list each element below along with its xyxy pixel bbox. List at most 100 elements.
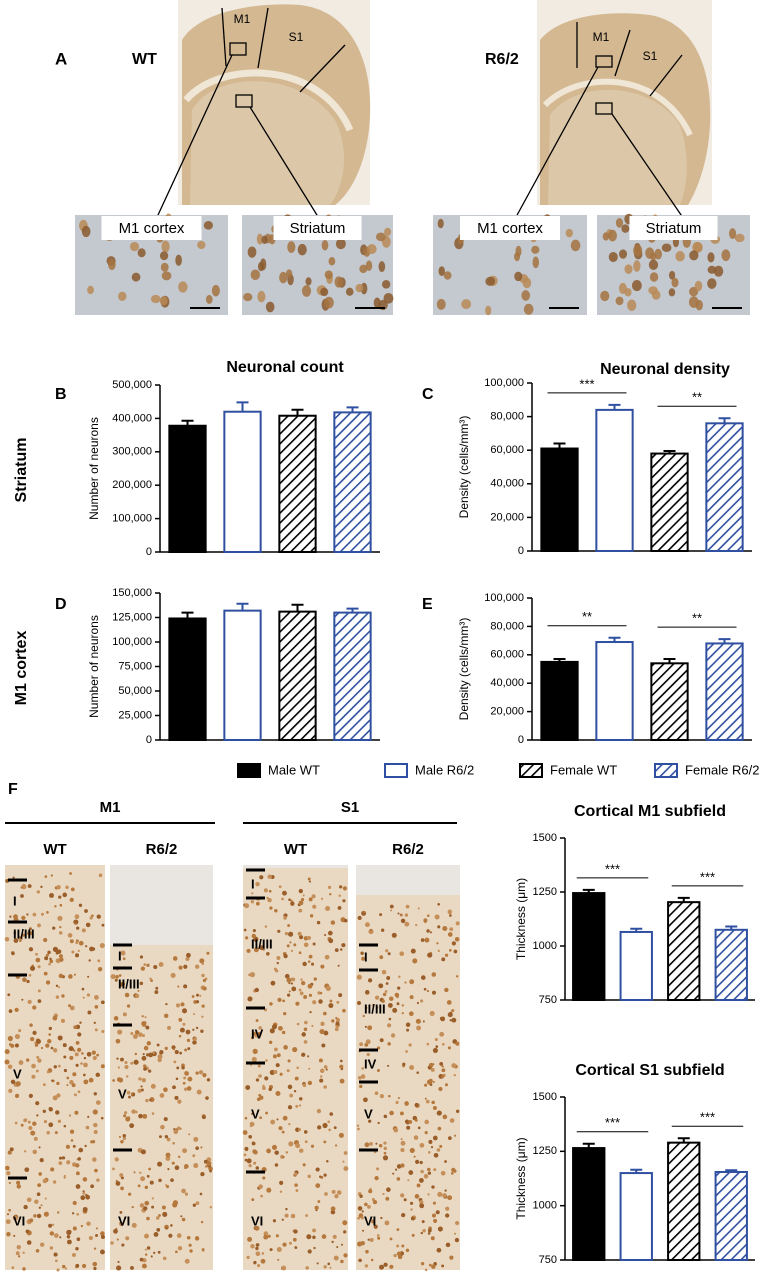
cell (17, 935, 23, 941)
cell (436, 298, 446, 310)
cell (40, 1046, 44, 1050)
cell (373, 1224, 378, 1229)
cell (713, 265, 724, 277)
cell (163, 1117, 168, 1122)
cell (276, 961, 279, 965)
cell (608, 229, 617, 242)
cell (209, 1169, 212, 1173)
cell (134, 1030, 140, 1035)
cell (9, 1038, 12, 1042)
cell (649, 272, 659, 282)
cell (356, 974, 362, 980)
cell (441, 1264, 445, 1268)
cell (72, 1200, 77, 1206)
cell (419, 1160, 423, 1165)
cell (36, 1192, 41, 1197)
cell (165, 1002, 168, 1006)
cell (287, 924, 291, 928)
cell (378, 261, 386, 273)
cell (633, 244, 643, 257)
cell (312, 1235, 316, 1240)
y-tick-label: 1250 (533, 1145, 557, 1157)
cell (317, 1125, 322, 1130)
cell (151, 1197, 154, 1200)
cell (288, 990, 291, 993)
cell (81, 1263, 87, 1269)
cell (18, 1060, 24, 1065)
cell (261, 235, 268, 245)
cell (199, 994, 202, 997)
cell (382, 1155, 389, 1161)
layer-label: II/III (118, 976, 140, 991)
cell (313, 1246, 316, 1250)
cell (273, 1047, 278, 1052)
cell (298, 1104, 302, 1107)
cell (152, 1051, 155, 1055)
cell (447, 1046, 451, 1050)
cell (57, 1119, 62, 1123)
cell (143, 963, 147, 966)
cell (74, 914, 80, 920)
cell (162, 1211, 168, 1217)
cell (279, 1190, 283, 1193)
cell (257, 290, 266, 303)
cell (455, 1220, 460, 1226)
cell (55, 1259, 58, 1263)
cell (209, 1206, 213, 1209)
cell (267, 1234, 271, 1238)
cell (120, 950, 126, 956)
cell (441, 1065, 444, 1068)
cell (26, 913, 29, 916)
cell (177, 985, 180, 988)
cell (309, 914, 314, 918)
cell (431, 1185, 435, 1189)
cell (383, 1151, 387, 1155)
cell (167, 1168, 170, 1171)
cell (334, 1194, 339, 1199)
legend-label: Male R6/2 (415, 762, 474, 777)
cell (265, 1111, 268, 1115)
cell (383, 1146, 387, 1151)
legend-label: Female WT (550, 762, 617, 777)
cell (174, 1250, 178, 1254)
cell (288, 1141, 294, 1147)
cell (48, 1033, 52, 1036)
cell (369, 1238, 374, 1243)
cell (162, 1205, 166, 1210)
cell (253, 1161, 257, 1165)
cell (443, 271, 452, 280)
cell (299, 991, 304, 996)
cell (199, 958, 205, 964)
cell (328, 256, 336, 266)
cell (295, 1127, 300, 1133)
cell (396, 1002, 400, 1006)
cell (133, 1171, 136, 1174)
cell (260, 1258, 266, 1264)
cell (444, 1083, 449, 1087)
cell (302, 1083, 307, 1088)
cell (4, 937, 10, 942)
cell (62, 1264, 66, 1269)
cell (74, 1110, 79, 1115)
cell (370, 1258, 374, 1262)
cell (22, 883, 26, 887)
cell (93, 1129, 98, 1135)
cell (403, 1198, 407, 1202)
cell (46, 1130, 50, 1135)
cell (423, 987, 427, 991)
cell (182, 1148, 188, 1154)
cell (63, 1124, 67, 1128)
cell (312, 1228, 317, 1233)
cell (303, 1027, 308, 1032)
cell (340, 1243, 343, 1246)
cell (187, 1047, 191, 1051)
cell (131, 1109, 136, 1114)
cell (146, 1216, 150, 1221)
cell (72, 1049, 76, 1052)
error-bar (236, 602, 249, 611)
cell (155, 986, 159, 990)
y-axis-label: Number of neurons (87, 417, 101, 520)
cell (409, 995, 414, 1000)
cell (432, 1080, 435, 1083)
cell (66, 1076, 70, 1080)
